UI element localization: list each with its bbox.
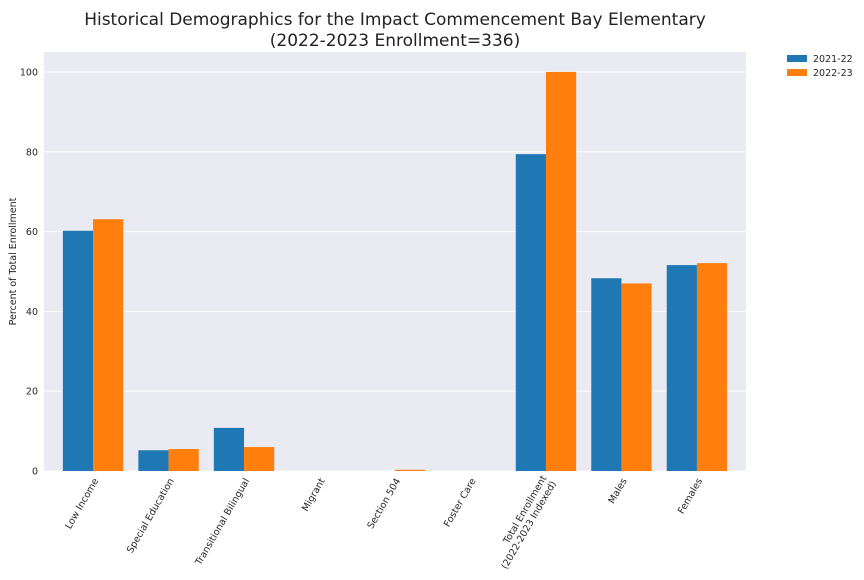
chart-title: Historical Demographics for the Impact C…	[84, 10, 706, 30]
legend-label: 2021-22	[813, 54, 853, 65]
bar-2021-22-7	[591, 278, 622, 471]
bar-2021-22-0	[62, 230, 94, 471]
y-tick-label: 40	[26, 307, 38, 318]
x-tick-label: Males	[606, 476, 629, 505]
y-tick-label: 60	[26, 227, 38, 238]
x-tick-label: Foster Care	[442, 476, 479, 529]
x-tick-label: Total Enrollment(2022-2023 Indexed)	[490, 474, 559, 572]
x-tick-label: Section 504	[365, 477, 403, 531]
chart-subtitle: (2022-2023 Enrollment=336)	[270, 31, 520, 51]
y-tick-label: 100	[20, 67, 38, 78]
y-tick-label: 20	[26, 387, 38, 398]
bar-2022-23-0	[93, 219, 124, 471]
bar-2021-22-8	[666, 265, 697, 471]
bar-2022-23-4	[395, 469, 426, 471]
bar-2022-23-6	[545, 71, 577, 471]
x-tick-label: Low Income	[63, 476, 101, 531]
y-tick-label: 80	[26, 147, 38, 158]
bar-2022-23-1	[168, 449, 199, 471]
y-tick-label: 0	[32, 467, 38, 478]
bar-2021-22-1	[138, 450, 169, 471]
legend: 2021-22 2022-23	[787, 54, 853, 79]
x-tick-label: Females	[676, 476, 705, 516]
bar-2022-23-8	[696, 263, 728, 471]
bar-2021-22-6	[515, 154, 546, 471]
legend-swatch	[787, 55, 807, 62]
bar-2021-22-2	[213, 427, 245, 471]
legend-label: 2022-23	[813, 68, 853, 79]
y-axis-ticks: 0 20 40 60 80 100	[20, 67, 38, 477]
bar-2022-23-7	[621, 283, 652, 471]
legend-swatch	[787, 69, 807, 76]
x-tick-label: Special Education	[125, 477, 177, 556]
bar-2022-23-2	[244, 447, 275, 471]
y-axis-label: Percent of Total Enrollment	[8, 197, 19, 325]
x-tick-label: Transitional Bilingual	[193, 477, 252, 569]
x-tick-label: Migrant	[300, 476, 328, 513]
bars	[62, 71, 728, 471]
x-axis-ticks: Low Income Special Education Transitional …	[63, 474, 705, 572]
